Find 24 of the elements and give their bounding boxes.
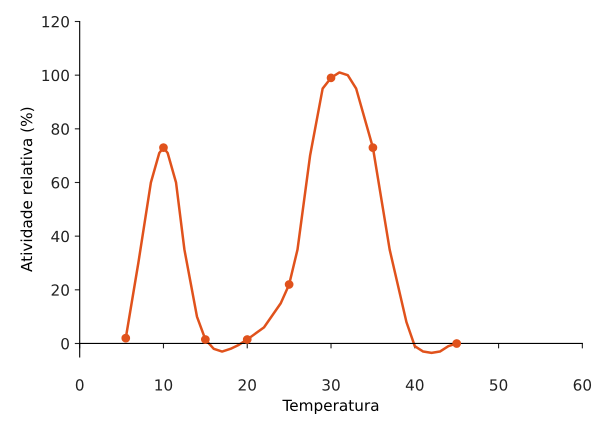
point	[284, 280, 294, 289]
y-tick-label: 80	[52, 123, 69, 135]
y-tick-label: 100	[42, 70, 69, 82]
point	[326, 73, 336, 82]
point	[200, 335, 210, 344]
x-tick-label: 20	[238, 379, 256, 391]
y-tick-label: 40	[51, 230, 69, 242]
x-tick-label: 50	[490, 379, 508, 391]
x-tick-label: 60	[574, 379, 592, 391]
point	[368, 143, 378, 152]
point	[159, 143, 168, 152]
x-tick-label: 0	[76, 379, 84, 391]
y-tick-label: 20	[52, 284, 69, 296]
point	[242, 335, 252, 344]
x-axis-title: Temperatura	[282, 400, 378, 414]
point	[452, 339, 462, 348]
y-tick-label: 60	[52, 176, 69, 189]
y-tick-label: 120	[42, 16, 69, 28]
x-tick-label: 40	[406, 379, 424, 391]
point	[121, 334, 130, 342]
y-axis-title: Atividade relativa (%)	[20, 108, 34, 272]
x-tick-label: 10	[155, 379, 172, 391]
y-tick-label: 0	[61, 338, 69, 350]
x-tick-label: 30	[322, 379, 340, 391]
